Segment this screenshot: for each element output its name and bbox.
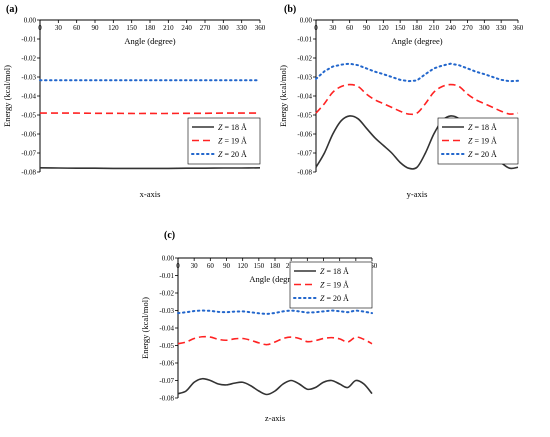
x-tick-label: 330 [496, 24, 507, 32]
series-line-1 [40, 168, 260, 169]
x-axis-title: Angle (degree) [124, 36, 175, 46]
y-tick-label: -0.05 [159, 342, 174, 350]
panel-caption: z-axis [265, 413, 285, 423]
y-tick-label: -0.05 [21, 112, 36, 120]
x-tick-label: 120 [108, 24, 119, 32]
y-tick-label: 0.00 [162, 255, 175, 263]
legend-label: Z = 20 Å [468, 150, 497, 159]
y-tick-label: -0.02 [21, 55, 36, 63]
x-tick-label: 180 [412, 24, 423, 32]
panel-caption: x-axis [140, 189, 161, 199]
legend-label: Z = 19 Å [218, 137, 247, 146]
x-tick-label: 30 [55, 24, 63, 32]
x-tick-label: 150 [395, 24, 406, 32]
x-tick-label: 60 [346, 24, 354, 32]
x-tick-label: 270 [200, 24, 211, 32]
legend: Z = 18 Å Z = 19 Å Z = 20 Å [438, 118, 518, 164]
y-tick-label: -0.06 [297, 131, 312, 139]
y-tick-label: 0.00 [24, 17, 37, 25]
y-tick-label: -0.04 [297, 93, 312, 101]
y-tick-label: -0.02 [297, 55, 312, 63]
x-tick-label: 330 [236, 24, 247, 32]
x-tick-label: 180 [270, 262, 281, 270]
y-tick-label: -0.07 [159, 377, 174, 385]
y-axis-title: Energy (kcal/mol) [278, 65, 288, 127]
x-tick-label: 240 [445, 24, 456, 32]
legend: Z = 18 Å Z = 19 Å Z = 20 Å [188, 118, 260, 164]
x-tick-label: 60 [73, 24, 81, 32]
panel-label: (c) [164, 230, 175, 241]
y-tick-label: 0.00 [300, 17, 313, 25]
legend-label: Z = 18 Å [218, 123, 247, 132]
x-tick-label: 0 [176, 262, 180, 270]
y-tick-label: -0.01 [159, 272, 174, 280]
y-tick-label: -0.05 [297, 112, 312, 120]
y-tick-label: -0.06 [159, 360, 174, 368]
x-tick-label: 30 [329, 24, 337, 32]
panel-caption: y-axis [407, 189, 428, 199]
y-tick-label: -0.08 [297, 169, 312, 177]
x-tick-label: 270 [462, 24, 473, 32]
y-tick-label: -0.01 [21, 36, 36, 44]
y-tick-label: -0.03 [159, 307, 174, 315]
legend-label: Z = 20 Å [320, 294, 349, 303]
x-tick-label: 0 [38, 24, 42, 32]
y-tick-label: -0.07 [21, 150, 36, 158]
y-tick-label: -0.02 [159, 290, 174, 298]
legend-label: Z = 19 Å [468, 137, 497, 146]
x-axis-title: Angle (degree) [391, 36, 442, 46]
panel-label: (b) [284, 4, 296, 15]
legend-label: Z = 18 Å [320, 267, 349, 276]
y-axis-title: Energy (kcal/mol) [140, 297, 150, 359]
x-tick-label: 210 [429, 24, 440, 32]
y-tick-label: -0.01 [297, 36, 312, 44]
y-tick-label: -0.08 [159, 395, 174, 403]
x-tick-label: 90 [223, 262, 231, 270]
legend-label: Z = 20 Å [218, 150, 247, 159]
y-axis-title: Energy (kcal/mol) [2, 65, 12, 127]
x-tick-label: 0 [314, 24, 318, 32]
x-tick-label: 300 [218, 24, 229, 32]
legend-label: Z = 19 Å [320, 281, 349, 290]
y-tick-label: -0.03 [297, 74, 312, 82]
y-tick-label: -0.06 [21, 131, 36, 139]
x-tick-label: 30 [191, 262, 199, 270]
x-tick-label: 180 [145, 24, 156, 32]
y-tick-label: -0.07 [297, 150, 312, 158]
x-tick-label: 120 [378, 24, 389, 32]
x-tick-label: 90 [92, 24, 100, 32]
legend: Z = 18 Å Z = 19 Å Z = 20 Å [290, 262, 372, 308]
x-tick-label: 150 [126, 24, 137, 32]
x-tick-label: 360 [255, 24, 266, 32]
y-tick-label: -0.04 [159, 325, 174, 333]
y-tick-label: -0.08 [21, 169, 36, 177]
x-tick-label: 120 [237, 262, 248, 270]
y-tick-label: -0.04 [21, 93, 36, 101]
x-tick-label: 360 [513, 24, 524, 32]
x-tick-label: 240 [181, 24, 192, 32]
legend-label: Z = 18 Å [468, 123, 497, 132]
panel-label: (a) [6, 4, 18, 15]
x-tick-label: 90 [363, 24, 371, 32]
x-tick-label: 150 [254, 262, 265, 270]
x-tick-label: 300 [479, 24, 490, 32]
x-tick-label: 210 [163, 24, 174, 32]
y-tick-label: -0.03 [21, 74, 36, 82]
x-tick-label: 60 [207, 262, 215, 270]
